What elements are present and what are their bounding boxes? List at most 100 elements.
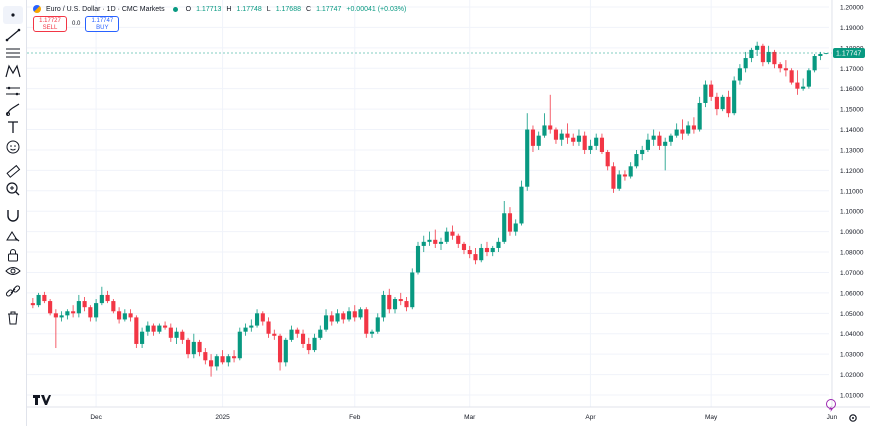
candle-body bbox=[208, 360, 214, 367]
candle bbox=[680, 119, 685, 140]
candle bbox=[323, 309, 329, 332]
brush-icon[interactable] bbox=[3, 100, 23, 118]
candle bbox=[59, 311, 64, 322]
y-tick-label: 1.17000 bbox=[840, 66, 864, 73]
candle-body bbox=[479, 247, 484, 261]
low-value: 1.17688 bbox=[275, 5, 301, 13]
candle-body bbox=[433, 239, 438, 244]
candle bbox=[548, 94, 553, 134]
candle-body bbox=[783, 68, 788, 71]
candle-body bbox=[645, 139, 651, 150]
candle-body bbox=[789, 70, 794, 83]
lightning-icon[interactable] bbox=[826, 399, 836, 412]
drawing-toolbar bbox=[0, 0, 27, 426]
trash-icon[interactable] bbox=[3, 308, 23, 326]
candle-body bbox=[421, 241, 426, 246]
buy-label: BUY bbox=[96, 25, 109, 31]
candle bbox=[260, 311, 265, 326]
pattern-icon[interactable] bbox=[3, 62, 23, 80]
trend-line-icon[interactable] bbox=[3, 26, 23, 44]
candle bbox=[801, 78, 806, 91]
y-tick-label: 1.19000 bbox=[840, 25, 864, 32]
candle bbox=[576, 129, 582, 146]
candle-body bbox=[507, 213, 513, 232]
candle-body bbox=[726, 96, 731, 114]
candle bbox=[559, 129, 564, 146]
candle bbox=[473, 247, 478, 265]
x-tick-label: Feb bbox=[349, 414, 361, 421]
y-tick-label: 1.05000 bbox=[840, 311, 864, 318]
text-icon[interactable] bbox=[3, 118, 23, 136]
candle-body bbox=[801, 86, 806, 89]
candle bbox=[53, 309, 58, 349]
candle bbox=[191, 333, 196, 359]
candle-body bbox=[456, 235, 461, 244]
symbol-title[interactable]: Euro / U.S. Dollar · 1D · CMC Markets bbox=[46, 5, 165, 13]
candle-body bbox=[392, 299, 398, 310]
candle-body bbox=[760, 45, 765, 63]
price-chart[interactable]: 1.200001.190001.180001.170001.160001.150… bbox=[27, 0, 870, 426]
candle-body bbox=[755, 45, 760, 50]
candle bbox=[163, 321, 168, 330]
lock-drawing-icon[interactable] bbox=[3, 226, 23, 244]
candle-body bbox=[565, 133, 570, 138]
link-icon[interactable] bbox=[3, 282, 23, 300]
candle-body bbox=[461, 243, 467, 251]
candle-body bbox=[231, 356, 237, 359]
candle-body bbox=[634, 154, 639, 167]
candle-body bbox=[191, 341, 196, 355]
candle-body bbox=[323, 315, 329, 330]
candle-body bbox=[186, 339, 191, 355]
candle-body bbox=[668, 135, 673, 142]
candle-body bbox=[82, 301, 87, 308]
candle bbox=[697, 96, 702, 132]
forecast-icon[interactable] bbox=[3, 82, 23, 100]
candle bbox=[720, 94, 725, 112]
high-value: 1.17748 bbox=[236, 5, 262, 13]
emoji-icon[interactable] bbox=[3, 138, 23, 156]
candle bbox=[415, 241, 421, 275]
candle-body bbox=[588, 145, 593, 150]
candle bbox=[812, 53, 817, 73]
candle-body bbox=[795, 82, 800, 89]
candle-body bbox=[94, 303, 99, 318]
candle bbox=[168, 323, 173, 342]
trade-buttons: 1.17727 SELL 0.0 1.17747 BUY bbox=[33, 16, 120, 32]
candle bbox=[42, 291, 47, 304]
candle bbox=[628, 162, 633, 179]
candle bbox=[645, 133, 651, 152]
candle-body bbox=[709, 84, 714, 97]
candle bbox=[749, 47, 754, 63]
candle-body bbox=[806, 70, 811, 87]
y-tick-label: 1.10000 bbox=[840, 209, 864, 216]
candle-body bbox=[277, 335, 283, 363]
eye-icon[interactable] bbox=[3, 262, 23, 280]
lock-icon[interactable] bbox=[3, 246, 23, 264]
candle-body bbox=[651, 135, 656, 140]
fib-icon[interactable] bbox=[3, 44, 23, 62]
candle-body bbox=[410, 272, 415, 308]
sell-button[interactable]: 1.17727 SELL bbox=[33, 16, 67, 32]
ruler-icon[interactable] bbox=[3, 162, 23, 180]
candle bbox=[789, 68, 794, 85]
candle-body bbox=[513, 223, 518, 232]
candle bbox=[456, 233, 461, 248]
candle bbox=[588, 139, 593, 155]
y-tick-label: 1.09000 bbox=[840, 229, 864, 236]
candle bbox=[686, 121, 691, 136]
candle-body bbox=[105, 294, 110, 302]
candle-body bbox=[168, 327, 173, 338]
tradingview-logo-icon[interactable] bbox=[33, 394, 51, 406]
zoom-icon[interactable] bbox=[3, 180, 23, 198]
candle-body bbox=[243, 327, 248, 332]
candle-body bbox=[134, 317, 139, 344]
candle bbox=[657, 131, 662, 150]
magnet-icon[interactable] bbox=[3, 206, 23, 224]
gear-icon[interactable] bbox=[848, 413, 858, 423]
cursor-icon[interactable] bbox=[3, 6, 23, 24]
buy-button[interactable]: 1.17747 BUY bbox=[85, 16, 120, 32]
candle bbox=[611, 162, 616, 193]
candle bbox=[203, 348, 208, 365]
candle bbox=[490, 245, 495, 257]
